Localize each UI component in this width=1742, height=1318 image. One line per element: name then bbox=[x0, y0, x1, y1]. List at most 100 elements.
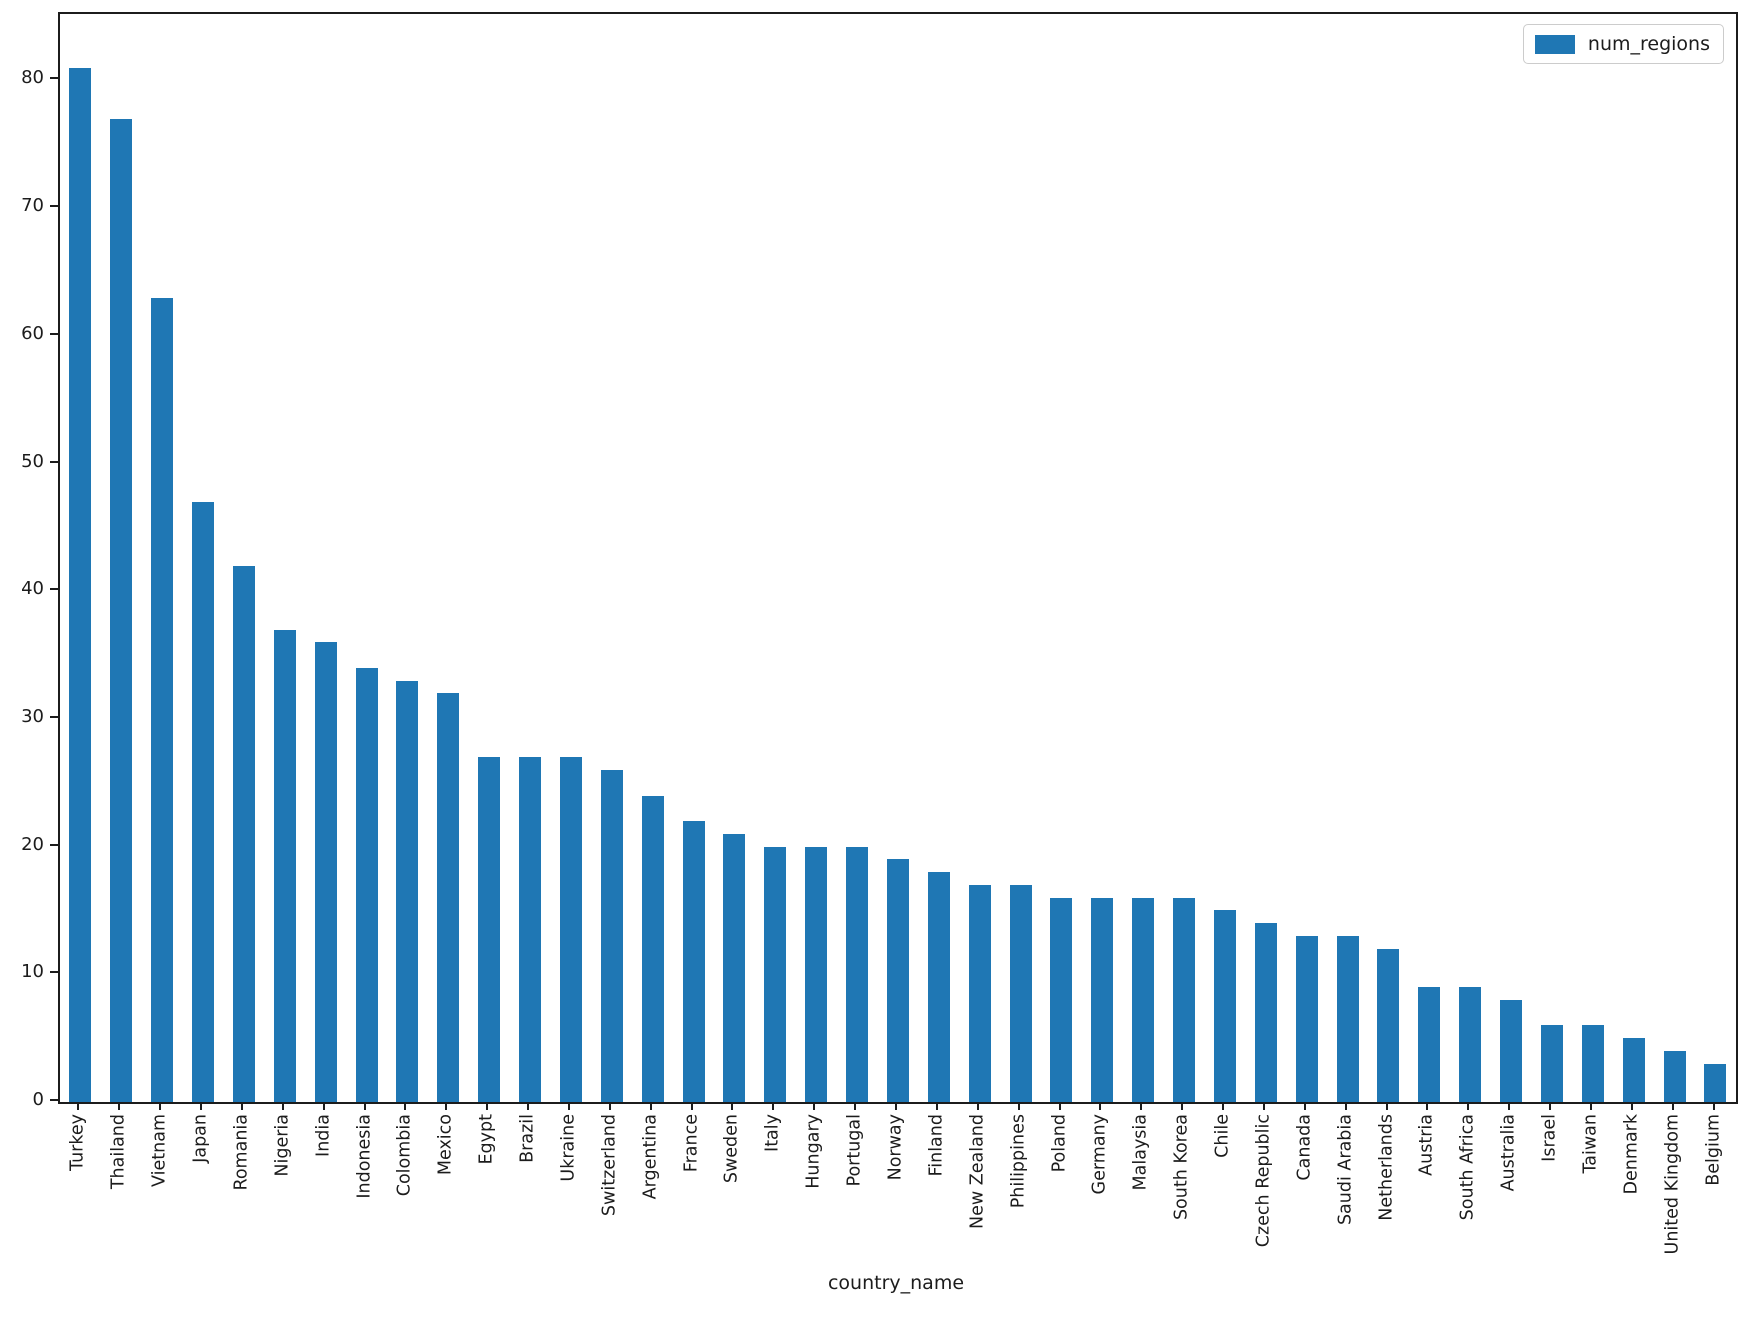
y-tick-label: 70 bbox=[21, 195, 44, 217]
bar-slot-germany bbox=[1082, 14, 1123, 1102]
bar-sweden bbox=[723, 833, 746, 1102]
bar-portugal bbox=[846, 846, 869, 1102]
x-tick-label-austria: Austria bbox=[1416, 1114, 1437, 1176]
bar-belgium bbox=[1704, 1063, 1727, 1102]
legend: num_regions bbox=[1522, 24, 1724, 64]
x-tick-mark bbox=[1099, 1102, 1102, 1110]
y-tick-mark bbox=[50, 971, 58, 974]
x-tick-label-mexico: Mexico bbox=[435, 1114, 456, 1176]
y-tick-mark bbox=[50, 1099, 58, 1101]
x-tick-label-australia: Australia bbox=[1498, 1114, 1519, 1192]
x-tick-mark bbox=[1426, 1102, 1429, 1110]
bar-saudi-arabia bbox=[1336, 936, 1359, 1102]
bar-turkey bbox=[69, 67, 92, 1102]
x-tick-mark bbox=[118, 1102, 121, 1110]
x-tick-label-turkey: Turkey bbox=[67, 1114, 88, 1171]
x-tick-mark bbox=[281, 1102, 284, 1110]
x-tick-label-japan: Japan bbox=[190, 1114, 211, 1163]
bar-germany bbox=[1091, 897, 1114, 1102]
bar-slot-australia bbox=[1491, 14, 1532, 1102]
x-tick-mark bbox=[731, 1102, 734, 1110]
bar-indonesia bbox=[355, 667, 378, 1102]
y-tick-label: 80 bbox=[21, 67, 44, 89]
bar-slot-sweden bbox=[714, 14, 755, 1102]
bar-slot-norway bbox=[878, 14, 919, 1102]
y-tick-mark bbox=[50, 715, 58, 718]
x-tick-mark bbox=[1589, 1102, 1592, 1110]
bars-container bbox=[60, 14, 1736, 1102]
x-tick-label-canada: Canada bbox=[1294, 1114, 1315, 1181]
x-tick-mark bbox=[813, 1102, 816, 1110]
x-tick-mark bbox=[486, 1102, 489, 1110]
bar-slot-united-kingdom bbox=[1654, 14, 1695, 1102]
bar-slot-thailand bbox=[101, 14, 142, 1102]
x-tick-mark bbox=[200, 1102, 203, 1110]
x-tick-mark bbox=[363, 1102, 366, 1110]
bar-india bbox=[314, 642, 337, 1102]
bar-slot-indonesia bbox=[346, 14, 387, 1102]
x-tick-label-finland: Finland bbox=[926, 1114, 947, 1177]
x-tick-label-czech-republic: Czech Republic bbox=[1253, 1114, 1274, 1248]
x-tick-label-poland: Poland bbox=[1049, 1114, 1069, 1173]
bar-slot-netherlands bbox=[1368, 14, 1409, 1102]
bar-netherlands bbox=[1377, 948, 1400, 1102]
bar-switzerland bbox=[600, 769, 623, 1102]
x-tick-mark bbox=[1508, 1102, 1511, 1110]
x-tick-label-belgium: Belgium bbox=[1703, 1114, 1724, 1186]
x-tick-mark bbox=[1344, 1102, 1347, 1110]
y-tick-mark bbox=[50, 460, 58, 463]
bar-slot-india bbox=[305, 14, 346, 1102]
bar-slot-czech-republic bbox=[1245, 14, 1286, 1102]
legend-label: num_regions bbox=[1587, 33, 1710, 55]
bar-taiwan bbox=[1581, 1025, 1604, 1102]
bar-argentina bbox=[641, 795, 664, 1102]
bar-slot-hungary bbox=[796, 14, 837, 1102]
x-tick-label-philippines: Philippines bbox=[1008, 1114, 1029, 1209]
bar-slot-egypt bbox=[469, 14, 510, 1102]
x-tick-label-india: India bbox=[313, 1114, 334, 1157]
bar-slot-romania bbox=[224, 14, 265, 1102]
x-tick-mark bbox=[77, 1102, 80, 1110]
x-tick-label-taiwan: Taiwan bbox=[1580, 1114, 1601, 1174]
x-tick-mark bbox=[976, 1102, 979, 1110]
bar-ukraine bbox=[559, 757, 582, 1102]
x-tick-label-denmark: Denmark bbox=[1621, 1114, 1642, 1195]
bar-australia bbox=[1500, 999, 1523, 1102]
x-tick-mark bbox=[1671, 1102, 1674, 1110]
x-tick-label-hungary: Hungary bbox=[803, 1114, 824, 1189]
bar-slot-finland bbox=[918, 14, 959, 1102]
x-tick-mark bbox=[895, 1102, 897, 1110]
bar-slot-nigeria bbox=[264, 14, 305, 1102]
y-tick-label: 10 bbox=[21, 961, 44, 983]
x-tick-label-germany: Germany bbox=[1089, 1114, 1110, 1195]
bar-philippines bbox=[1009, 884, 1032, 1102]
bar-slot-brazil bbox=[510, 14, 551, 1102]
x-tick-mark bbox=[159, 1102, 162, 1110]
x-tick-mark bbox=[567, 1102, 570, 1110]
x-tick-mark bbox=[1467, 1102, 1470, 1110]
x-tick-mark bbox=[1181, 1102, 1184, 1110]
x-tick-label-south-africa: South Africa bbox=[1457, 1114, 1478, 1221]
y-tick-mark bbox=[50, 588, 58, 591]
x-tick-label-sweden: Sweden bbox=[721, 1114, 742, 1184]
bar-slot-israel bbox=[1532, 14, 1573, 1102]
bar-malaysia bbox=[1132, 897, 1155, 1102]
bar-slot-new-zealand bbox=[959, 14, 1000, 1102]
x-tick-label-indonesia: Indonesia bbox=[354, 1114, 375, 1199]
bar-slot-south-korea bbox=[1164, 14, 1205, 1102]
x-tick-mark bbox=[527, 1102, 530, 1110]
bar-thailand bbox=[110, 118, 133, 1102]
bar-slot-taiwan bbox=[1572, 14, 1613, 1102]
bar-nigeria bbox=[273, 629, 296, 1102]
y-tick-mark bbox=[50, 843, 58, 846]
bar-slot-malaysia bbox=[1123, 14, 1164, 1102]
x-tick-label-brazil: Brazil bbox=[517, 1114, 538, 1163]
x-tick-label-malaysia: Malaysia bbox=[1130, 1114, 1151, 1191]
x-tick-label-nigeria: Nigeria bbox=[272, 1114, 293, 1177]
x-tick-label-argentina: Argentina bbox=[640, 1114, 661, 1200]
bar-slot-italy bbox=[755, 14, 796, 1102]
bar-japan bbox=[192, 501, 215, 1102]
x-tick-label-colombia: Colombia bbox=[394, 1114, 415, 1197]
bar-denmark bbox=[1622, 1038, 1645, 1102]
